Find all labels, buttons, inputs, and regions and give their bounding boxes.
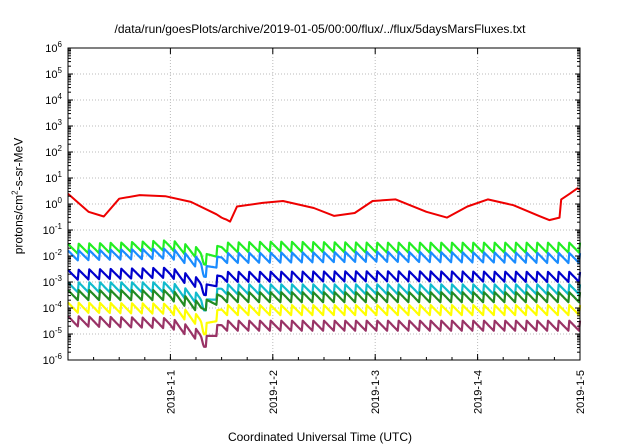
y-tick-label: 101: [45, 170, 62, 185]
series-line-3: [67, 266, 582, 297]
series-line-1: [67, 239, 582, 266]
y-tick-label: 104: [45, 92, 62, 107]
x-tick-label: 2019-1-2: [268, 370, 280, 414]
series-line-4: [67, 281, 582, 312]
y-tick-label: 100: [45, 196, 62, 211]
series-line-6: [67, 301, 582, 336]
series-group: [67, 187, 582, 348]
x-tick-label: 2019-1-3: [370, 370, 382, 414]
y-tick-label: 10-1: [43, 222, 63, 237]
y-tick-label: 10-3: [43, 274, 63, 289]
series-line-5: [67, 289, 582, 312]
y-tick-label: 10-4: [43, 300, 63, 315]
y-tick-label: 106: [45, 40, 62, 55]
series-line-2: [67, 247, 582, 278]
ticks: 10-6 10-5 10-4 10-3 10-2 10-1 100 101 102 103 104 1…: [43, 40, 587, 414]
x-axis-label: Coordinated Universal Time (UTC): [227, 430, 413, 444]
y-tick-label: 103: [45, 118, 62, 133]
chart-title: /data/run/goesPlots/archive/2019-01-05/0…: [114, 22, 526, 36]
y-tick-label: 10-6: [43, 352, 63, 367]
y-tick-label: 102: [45, 144, 62, 159]
y-tick-label: 10-2: [43, 248, 63, 263]
y-tick-label: 105: [45, 66, 62, 81]
x-tick-label: 2019-1-4: [473, 370, 485, 414]
series-line-0: [67, 187, 581, 223]
y-tick-label: 10-5: [43, 326, 63, 341]
x-tick-label: 2019-1-5: [575, 370, 587, 414]
x-tick-label: 2019-1-1: [165, 370, 177, 414]
series-line-7: [67, 315, 582, 348]
